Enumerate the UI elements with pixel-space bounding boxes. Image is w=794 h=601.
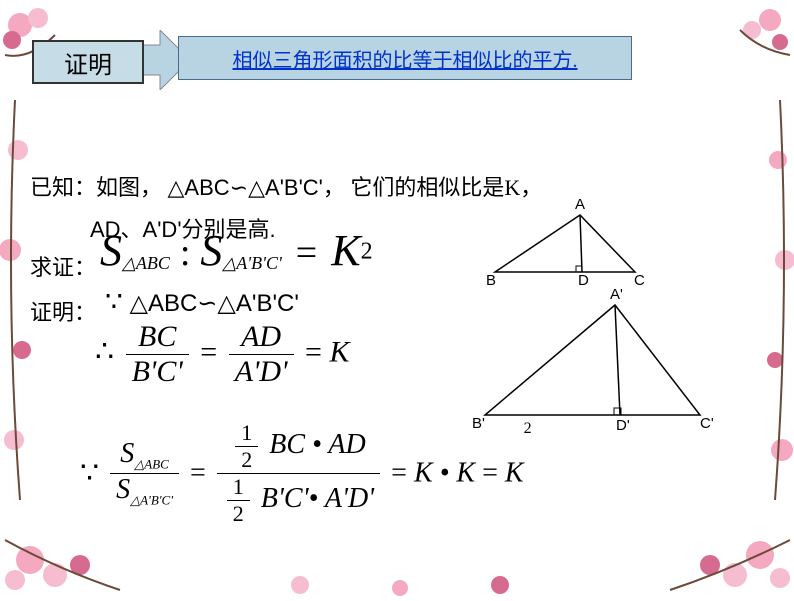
triangle-aprime-svg: [480, 300, 720, 430]
label-Cp: C': [700, 415, 714, 432]
step3-rhs-denhalfden: 2: [227, 501, 250, 527]
label-B: B: [486, 272, 496, 289]
flower-top-right: [740, 9, 790, 55]
prove-colon: :: [180, 232, 191, 274]
proof-step1: ∵ △ABC∽△A'B'C': [105, 285, 299, 318]
flower-bottom-left: [5, 540, 120, 590]
step2-f1-num: BC: [126, 320, 189, 355]
given-prefix: 已知：如图，: [30, 175, 162, 200]
proof-step2: ∴ BC B'C' = AD A'D' = K: [95, 320, 349, 389]
proof-label: 证明：: [30, 295, 96, 327]
label-Ap: A': [610, 286, 623, 303]
triangle-aprime: A' B' C' D': [480, 300, 720, 435]
step3-lhs-densub: △A'B'C': [130, 493, 173, 508]
label-D: D: [578, 272, 589, 289]
step3-lhs-numsub: △ABC: [134, 457, 169, 472]
label-A: A: [575, 196, 585, 213]
flower-bottom-mid: [291, 576, 509, 596]
step2-eq1: =: [200, 335, 217, 368]
prove-eq: =: [296, 232, 317, 274]
label-C: C: [634, 272, 645, 289]
step3-rhs-numhalfden: 2: [235, 447, 258, 473]
flower-left: [0, 100, 31, 500]
proof-header-text: 证明: [64, 45, 112, 80]
step3-rhs-denrest: B'C'• A'D': [261, 483, 374, 514]
step3-K2: K: [505, 458, 524, 489]
proof-step3: ∵ S△ABC S△A'B'C' = 1 2 BC • AD 1 2 B'C'•…: [80, 420, 532, 527]
theorem-box: 相似三角形面积的比等于相似比的平方.: [178, 36, 632, 80]
prove-formula: S△ABC : S△A'B'C' = K2: [100, 225, 373, 276]
therefore-sym: ∴: [95, 335, 114, 368]
step3-rhs-denhalf: 1: [227, 474, 250, 501]
step3-KK: K • K: [414, 458, 475, 489]
triangle-abc-svg: [490, 210, 650, 290]
triangle-abc: A B C D: [490, 210, 650, 295]
flower-bottom-right: [670, 540, 790, 590]
given-ratio: 它们的相似比是K，: [350, 175, 542, 200]
proof-header-box: 证明: [32, 40, 144, 84]
prove-s2-sub: △A'B'C': [222, 253, 281, 273]
theorem-text: 相似三角形面积的比等于相似比的平方.: [233, 44, 578, 73]
step3-eq3: =: [482, 458, 498, 489]
step3-rhs-numrest: BC • AD: [269, 429, 365, 460]
step2-K: K: [329, 335, 349, 368]
label-Dp: D': [616, 417, 630, 434]
step2-f2-num: AD: [229, 320, 294, 355]
step3-rhs-numhalf: 1: [235, 420, 258, 447]
because-sym: ∵: [105, 286, 123, 317]
step2-eq2: =: [305, 335, 322, 368]
flower-right: [767, 100, 794, 500]
step3-eq2: =: [391, 458, 407, 489]
step1-text: △ABC∽△A'B'C': [130, 290, 299, 317]
prove-s1-sub: △ABC: [122, 253, 170, 273]
given-line: 已知：如图， △ABC∽△A'B'C'， 它们的相似比是K，: [30, 170, 542, 202]
label-Bp: B': [472, 415, 485, 432]
step2-f1-den: B'C': [126, 355, 189, 389]
because2-sym: ∵: [80, 457, 99, 490]
step2-f2-den: A'D': [229, 355, 294, 389]
prove-exp: 2: [361, 239, 373, 265]
given-similar: △ABC∽△A'B'C'，: [168, 175, 345, 200]
prove-label: 求证：: [30, 250, 96, 282]
prove-K: K: [331, 226, 360, 275]
step3-eq1: =: [190, 458, 206, 489]
